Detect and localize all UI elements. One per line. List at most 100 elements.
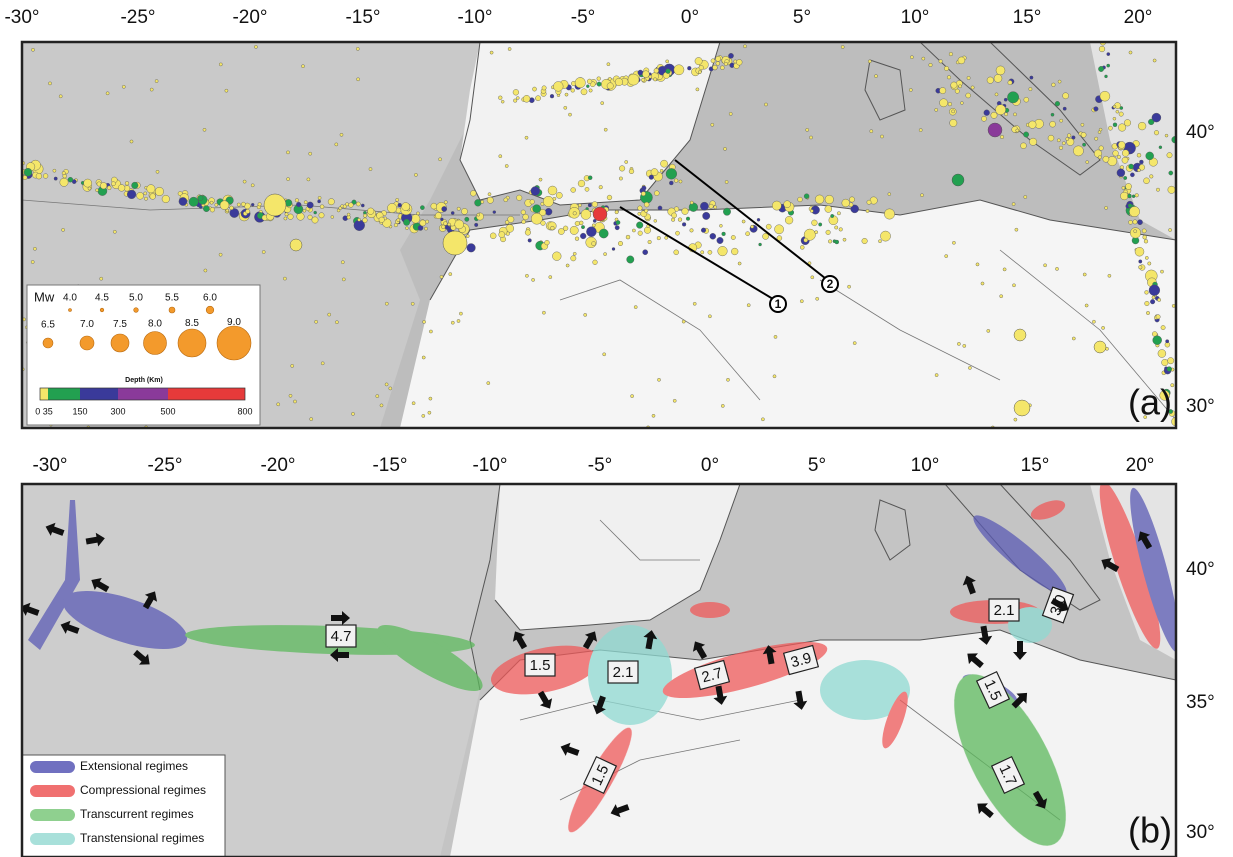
magnitude-symbol — [217, 326, 251, 360]
earthquake — [264, 194, 286, 216]
earthquake — [731, 235, 735, 239]
earthquake — [113, 230, 116, 233]
earthquake — [1108, 156, 1117, 165]
earthquake — [922, 57, 925, 60]
earthquake — [308, 215, 313, 220]
earthquake — [328, 199, 334, 205]
earthquake — [31, 260, 34, 263]
magnitude-label: 4.5 — [95, 293, 109, 304]
earthquake — [1129, 164, 1134, 169]
magnitude-label: 7.0 — [80, 319, 94, 330]
earthquake — [33, 247, 36, 250]
earthquake — [1063, 107, 1066, 110]
earthquake — [649, 175, 654, 180]
earthquake — [810, 209, 813, 212]
earthquake — [849, 197, 854, 202]
earthquake — [431, 203, 437, 209]
earthquake — [996, 105, 1006, 115]
earthquake — [420, 220, 426, 226]
earthquake — [1063, 93, 1069, 99]
earthquake — [729, 112, 732, 115]
earthquake — [628, 74, 639, 85]
earthquake — [828, 240, 832, 244]
legend-swatch — [30, 785, 75, 797]
earthquake — [773, 375, 776, 378]
earthquake — [451, 211, 454, 214]
earthquake — [528, 239, 532, 243]
earthquake — [1154, 130, 1159, 135]
earthquake — [481, 200, 484, 203]
magnitude-symbol — [43, 338, 53, 348]
earthquake — [870, 130, 873, 133]
earthquake — [599, 185, 603, 189]
earthquake — [1122, 157, 1128, 163]
earthquake — [966, 93, 971, 98]
earthquake — [757, 218, 760, 221]
earthquake — [657, 378, 660, 381]
earthquake — [539, 178, 542, 181]
earthquake — [616, 220, 620, 224]
earthquake — [641, 78, 645, 82]
earthquake — [127, 190, 136, 199]
earthquake — [952, 110, 955, 113]
earthquake — [516, 195, 522, 201]
earthquake — [743, 45, 746, 48]
earthquake — [968, 366, 971, 369]
longitude-label: 20° — [1126, 455, 1155, 476]
earthquake — [573, 252, 576, 255]
earthquake — [210, 208, 215, 213]
earthquake — [1124, 176, 1127, 179]
earthquake — [1138, 122, 1146, 130]
earthquake — [709, 204, 713, 208]
earthquake — [638, 231, 643, 236]
earthquake — [550, 94, 554, 98]
earthquake — [442, 206, 447, 211]
earthquake — [475, 199, 482, 206]
earthquake — [1118, 124, 1126, 132]
depth-tick-label: 300 — [110, 406, 125, 416]
panel-label: (a) — [1128, 382, 1172, 423]
earthquake — [48, 82, 51, 85]
legend-swatch — [30, 761, 75, 773]
earthquake — [585, 187, 589, 191]
earthquake — [444, 201, 447, 204]
earthquake — [88, 187, 91, 190]
earthquake — [429, 397, 432, 400]
earthquake — [636, 222, 643, 229]
earthquake — [1105, 75, 1108, 78]
earthquake — [179, 197, 187, 205]
earthquake — [584, 313, 587, 316]
earthquake — [1160, 270, 1163, 273]
earthquake — [493, 211, 496, 214]
earthquake — [536, 96, 541, 101]
earthquake — [842, 199, 850, 207]
earthquake — [665, 236, 668, 239]
rate-box: 4.7 — [326, 625, 356, 647]
earthquake — [1099, 46, 1105, 52]
earthquake — [615, 211, 618, 214]
earthquake — [541, 221, 546, 226]
earthquake — [552, 252, 561, 261]
earthquake — [579, 221, 583, 225]
earthquake — [819, 223, 822, 226]
earthquake — [867, 200, 871, 204]
earthquake — [1098, 156, 1101, 159]
earthquake — [1128, 204, 1132, 208]
earthquake — [811, 276, 814, 279]
earthquake — [1169, 228, 1172, 231]
earthquake — [389, 387, 392, 390]
earthquake — [995, 93, 998, 96]
earthquake — [1014, 418, 1017, 421]
earthquake — [403, 219, 409, 225]
earthquake — [385, 383, 388, 386]
earthquake — [952, 174, 964, 186]
earthquake — [505, 164, 508, 167]
earthquake — [1023, 132, 1028, 137]
earthquake — [825, 195, 834, 204]
earthquake — [1024, 195, 1027, 198]
earthquake — [652, 414, 655, 417]
earthquake — [1100, 91, 1110, 101]
earthquake — [342, 278, 345, 281]
longitude-label: 10° — [911, 455, 940, 476]
earthquake — [957, 342, 960, 345]
